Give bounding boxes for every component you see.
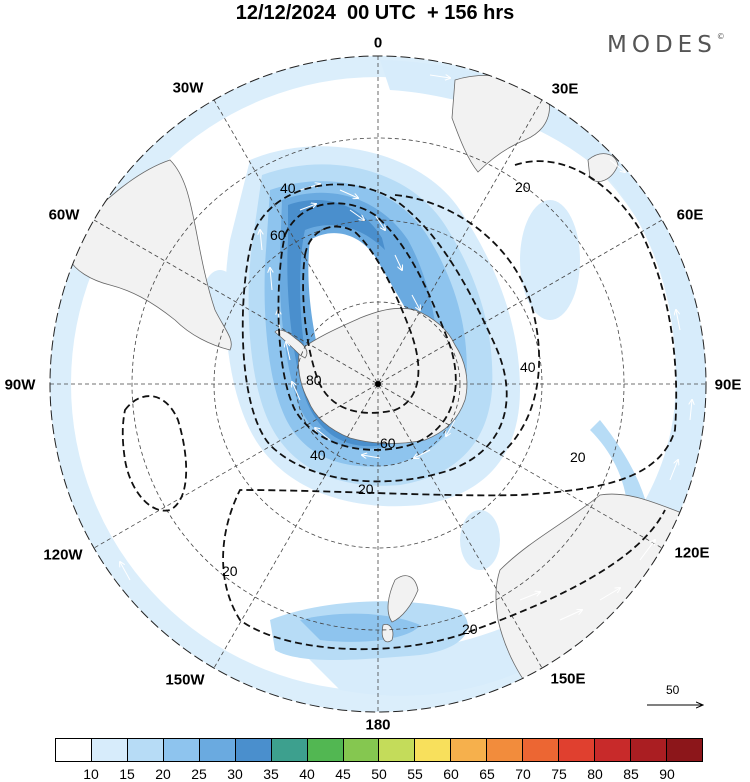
map-disc	[50, 56, 706, 712]
pole-marker	[375, 381, 381, 387]
vector-key-label: 50	[666, 683, 680, 697]
color-bar-cell	[343, 739, 380, 761]
contour-label: 20	[222, 563, 238, 579]
color-bar-cell	[91, 739, 128, 761]
color-bar-cell	[631, 739, 667, 761]
contour-label: 20	[358, 481, 374, 497]
color-bar-cell	[666, 739, 702, 761]
color-bar-cell	[595, 739, 631, 761]
color-bar-cell	[451, 739, 488, 761]
brand-mark: ©	[716, 32, 725, 41]
color-bar-tick-label: 75	[551, 766, 567, 782]
color-bar-tick-label: 85	[623, 766, 639, 782]
lon-label-60w: 60W	[48, 206, 80, 224]
color-bar-cell	[199, 739, 236, 761]
color-bar-tick-label: 35	[263, 766, 279, 782]
color-bar-tick-label: 55	[407, 766, 423, 782]
lon-label-30e: 30E	[551, 80, 579, 98]
polar-map: 40 60 80 60 40 20 20 40 20 20 20	[49, 55, 707, 713]
color-bar-cell	[127, 739, 164, 761]
lon-label-150e: 150E	[550, 670, 586, 688]
lon-label-0: 0	[373, 34, 383, 52]
color-bar-cell	[307, 739, 344, 761]
lon-label-30w: 30W	[172, 79, 204, 97]
contour-lines	[121, 160, 678, 651]
color-bar-cell	[559, 739, 596, 761]
color-bar-tick-label: 80	[587, 766, 603, 782]
contour-label: 60	[380, 435, 396, 451]
color-bar-tick-label: 25	[191, 766, 207, 782]
contour-label-group: 40 60 80 60 40 20 20 40 20 20 20	[222, 179, 586, 637]
color-bar-tick-label: 50	[371, 766, 387, 782]
lon-label-120e: 120E	[674, 544, 710, 562]
color-bar-cell	[235, 739, 272, 761]
brand-logo: MODES©	[607, 32, 725, 58]
lon-label-90e: 90E	[714, 376, 742, 394]
contour-label: 20	[570, 449, 586, 465]
color-bar	[55, 738, 703, 762]
lon-label-180: 180	[365, 716, 391, 734]
color-bar-tick-label: 40	[299, 766, 315, 782]
brand-text: MODES	[607, 32, 717, 58]
lon-label-150w: 150W	[165, 671, 205, 689]
contour-label: 40	[280, 180, 296, 196]
color-bar-ticks: 10 15 20 25 30 35 40 45 50 55 60 65 70 75 80 85 90	[55, 766, 703, 782]
color-bar-cell	[415, 739, 452, 761]
map-title: 12/12/2024 00 UTC + 156 hrs	[235, 2, 515, 24]
color-bar-tick-label: 65	[479, 766, 495, 782]
contour-label: 40	[310, 447, 326, 463]
contour-label: 60	[270, 227, 286, 243]
color-bar-tick-label: 60	[443, 766, 459, 782]
color-bar-tick-label: 20	[155, 766, 171, 782]
color-bar-cell	[379, 739, 416, 761]
graticule	[50, 56, 706, 712]
lon-label-120w: 120W	[43, 546, 83, 564]
lon-label-60e: 60E	[676, 206, 704, 224]
color-bar-tick-label: 15	[119, 766, 135, 782]
wind-vectors	[88, 75, 692, 621]
map-border	[49, 55, 707, 713]
contour-label: 80	[306, 372, 322, 388]
color-bar-cell	[487, 739, 524, 761]
contour-label: 20	[515, 179, 531, 195]
lon-label-90w: 90W	[4, 376, 36, 394]
contour-label: 40	[520, 359, 536, 375]
color-bar-tick-label: 45	[335, 766, 351, 782]
color-bar-tick-label: 70	[515, 766, 531, 782]
contour-label: 20	[462, 621, 478, 637]
color-bar-tick-label: 10	[83, 766, 99, 782]
color-bar-cell	[523, 739, 560, 761]
color-bar-tick-label: 90	[659, 766, 675, 782]
color-bar-tick-label: 30	[227, 766, 243, 782]
color-bar-cell	[271, 739, 308, 761]
color-bar-cell	[163, 739, 200, 761]
color-bar-cell	[56, 739, 92, 761]
